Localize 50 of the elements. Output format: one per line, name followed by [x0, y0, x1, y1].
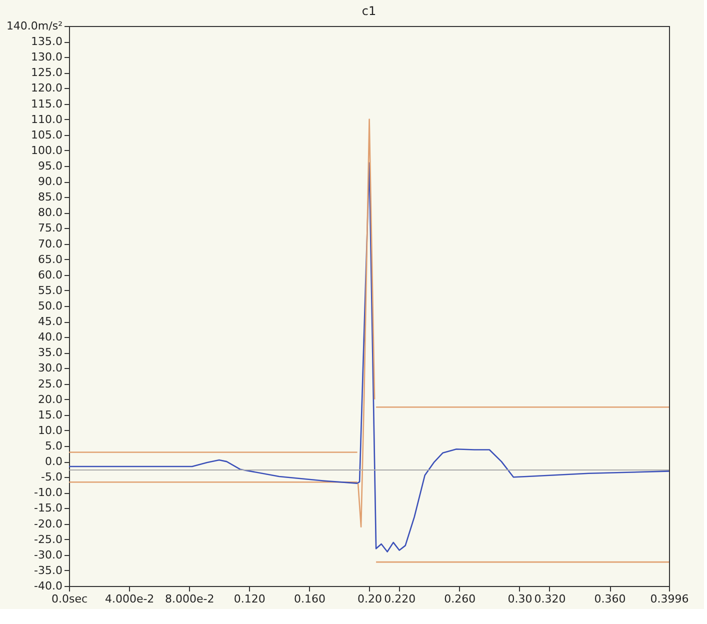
y-tick-label: 75.0	[38, 222, 62, 235]
y-tick-label: 125.0	[31, 66, 62, 80]
x-tick-label: 0.360	[594, 592, 626, 606]
y-tick-label: 100.0	[31, 144, 62, 157]
y-tick-label: -40.0	[34, 580, 62, 592]
x-tick-label: 0.260	[444, 592, 476, 606]
y-tick-label: 25.0	[38, 377, 62, 390]
y-tick-label: 110.0	[31, 112, 62, 126]
y-tick-label: -20.0	[34, 517, 62, 530]
y-tick-label: 40.0	[38, 330, 62, 344]
x-tick-label: 8.000e-2	[165, 592, 214, 606]
x-tick-label: 0.30	[508, 592, 532, 606]
x-tick-label: 0.0sec	[51, 592, 88, 606]
y-tick-label: 20.0	[38, 392, 62, 406]
y-tick-label: 0.0	[45, 455, 62, 468]
y-tick-label: 70.0	[38, 237, 62, 250]
y-tick-label: 35.0	[38, 346, 62, 360]
y-tick-label: 90.0	[38, 175, 62, 188]
x-tick-label: 0.20	[358, 592, 382, 606]
chart-title: c1	[362, 4, 376, 18]
y-tick-label: -15.0	[34, 502, 62, 515]
x-tick-label: 0.120	[234, 592, 266, 606]
y-tick-label: 140.0m/s²	[6, 20, 62, 32]
x-tick-label: 4.000e-2	[104, 592, 154, 606]
y-tick-label: 60.0	[38, 268, 62, 282]
y-tick-label: 10.0	[38, 424, 62, 437]
y-tick-label: 85.0	[38, 190, 62, 204]
y-tick-label: 130.0	[31, 50, 62, 64]
y-tick-label: 120.0	[31, 82, 62, 95]
y-tick-label: 55.0	[38, 284, 62, 297]
y-tick-label: 105.0	[31, 128, 62, 142]
y-tick-label: 80.0	[38, 206, 62, 220]
y-tick-label: 95.0	[38, 160, 62, 172]
y-tick-label: 15.0	[38, 408, 62, 422]
y-tick-label: -5.0	[41, 470, 62, 484]
y-tick-label: -30.0	[34, 548, 62, 562]
x-tick-label: 0.320	[534, 592, 566, 606]
x-tick-label: 0.160	[294, 592, 326, 606]
y-tick-label: 45.0	[38, 315, 62, 328]
y-tick-label: -10.0	[34, 486, 62, 500]
y-tick-label: 5.0	[45, 440, 62, 452]
x-tick-label: 0.3996	[650, 592, 689, 606]
y-tick-label: -35.0	[34, 564, 62, 577]
y-tick-label: 30.0	[38, 362, 62, 375]
y-tick-label: -25.0	[34, 532, 62, 546]
y-tick-label: 115.0	[31, 97, 62, 110]
x-tick-label: 0.220	[384, 592, 416, 606]
y-tick-label: 65.0	[38, 252, 62, 266]
y-tick-label: 50.0	[38, 300, 62, 312]
y-tick-label: 135.0	[31, 35, 62, 48]
